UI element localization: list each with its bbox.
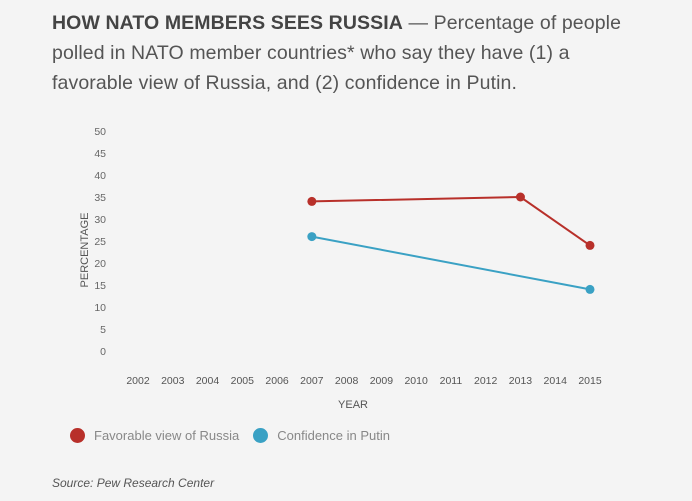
x-tick-label: 2009 [370, 375, 394, 387]
y-tick-label: 20 [94, 258, 106, 270]
y-tick-label: 5 [100, 324, 106, 336]
x-tick-label: 2004 [196, 375, 220, 387]
chart-title: HOW NATO MEMBERS SEES RUSSIA [52, 12, 403, 34]
y-tick-label: 50 [94, 126, 106, 138]
series-group [307, 192, 595, 294]
x-tick-label: 2003 [161, 375, 185, 387]
x-tick-label: 2006 [265, 375, 289, 387]
y-tick-label: 45 [94, 148, 106, 160]
chart-header: HOW NATO MEMBERS SEES RUSSIA — Percentag… [52, 8, 652, 98]
legend: Favorable view of Russia Confidence in P… [70, 428, 404, 443]
series-line-favorable [311, 195, 591, 247]
y-tick-label: 15 [94, 280, 106, 292]
chart-subtitle: Percentage of people polled in NATO memb… [52, 12, 622, 94]
x-tick-label: 2015 [578, 375, 602, 387]
x-tick-label: 2007 [300, 375, 324, 387]
x-tick-label: 2005 [231, 375, 255, 387]
legend-item-favorable: Favorable view of Russia [70, 428, 239, 443]
y-axis-label: PERCENTAGE [79, 213, 91, 288]
title-dash: — [408, 12, 429, 34]
legend-swatch-confidence [253, 428, 269, 443]
x-axis-ticks: 2002 2003 2004 2005 2006 2007 2008 2009 2010 2011… [126, 375, 602, 387]
y-tick-label: 25 [94, 236, 106, 248]
x-tick-label: 2010 [404, 375, 428, 387]
y-tick-label: 10 [94, 302, 106, 314]
y-tick-label: 0 [100, 346, 106, 358]
data-point-favorable [307, 196, 317, 206]
x-tick-label: 2012 [474, 375, 498, 387]
data-point-confidence [585, 284, 595, 294]
y-tick-label: 40 [94, 170, 106, 182]
x-tick-label: 2011 [440, 375, 463, 387]
data-point-favorable [585, 240, 595, 250]
x-tick-label: 2008 [335, 375, 359, 387]
x-tick-label: 2014 [544, 375, 568, 387]
data-point-confidence [307, 232, 317, 242]
x-tick-label: 2013 [509, 375, 533, 387]
y-tick-label: 35 [94, 192, 106, 204]
y-axis-ticks: 0 5 10 15 20 25 30 35 40 45 50 [94, 126, 106, 358]
x-tick-label: 2002 [126, 375, 150, 387]
data-point-favorable [515, 192, 525, 202]
legend-label-favorable: Favorable view of Russia [94, 428, 240, 443]
legend-item-confidence: Confidence in Putin [253, 428, 390, 443]
series-line-confidence [311, 235, 591, 291]
legend-swatch-favorable [70, 428, 85, 443]
legend-label-confidence: Confidence in Putin [277, 428, 390, 443]
source-note: Source: Pew Research Center [52, 476, 215, 490]
y-tick-label: 30 [94, 214, 106, 226]
x-axis-label: YEAR [338, 399, 368, 411]
